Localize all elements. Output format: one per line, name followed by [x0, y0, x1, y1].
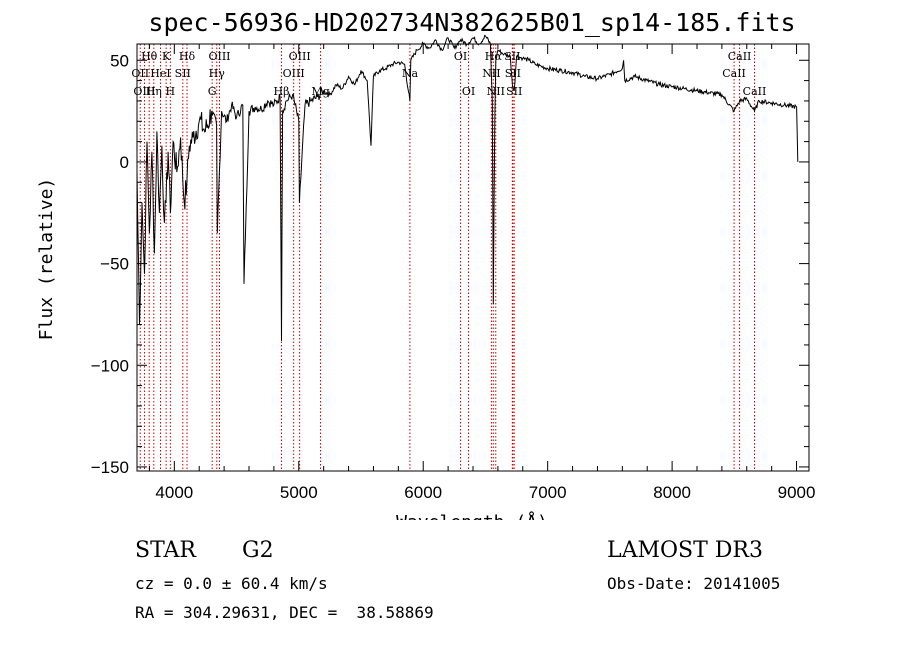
y-tick-label: 0: [120, 153, 129, 172]
line-marker-label: Hδ: [179, 50, 196, 63]
line-marker-label: Hβ: [274, 85, 290, 98]
object-class: STAR: [135, 538, 196, 563]
x-axis-label: Wavelength (Å): [396, 511, 548, 520]
y-tick-label: −150: [91, 458, 129, 477]
chart-title: spec-56936-HD202734N382625B01_sp14-185.f…: [148, 8, 795, 37]
y-tick-label: −100: [91, 356, 129, 375]
line-marker-label: CaII: [728, 50, 752, 63]
line-marker-label: OIII: [289, 50, 311, 63]
x-axis-ticks: 4000 5000 6000 7000 8000 9000: [148, 44, 816, 502]
y-axis-label: Flux (relative): [36, 178, 57, 341]
y-tick-label: 50: [110, 51, 129, 70]
line-marker-label: K: [162, 50, 171, 63]
plot-frame: [136, 43, 810, 472]
object-subclass: G2: [242, 538, 274, 563]
line-marker-label: CaII: [743, 85, 767, 98]
x-tick-label: 8000: [653, 483, 691, 502]
line-marker-label: OI: [454, 50, 467, 63]
redshift-cz: cz = 0.0 ± 60.4 km/s: [135, 574, 328, 593]
line-marker-label: OIII: [283, 67, 305, 80]
line-marker-label: H: [166, 85, 176, 98]
line-marker-label: HeI: [150, 67, 170, 80]
y-tick-label: −50: [100, 255, 129, 274]
line-marker-label: Hα: [485, 50, 503, 63]
line-marker-label: OI: [462, 85, 475, 98]
observation-date: Obs-Date: 20141005: [607, 574, 781, 593]
x-tick-label: 9000: [778, 483, 816, 502]
coordinates: RA = 304.29631, DEC = 38.58869: [135, 603, 434, 622]
line-marker-label: SII: [175, 67, 191, 80]
x-tick-label: 7000: [529, 483, 567, 502]
line-marker-label: CaII: [722, 67, 746, 80]
x-tick-label: 5000: [280, 483, 318, 502]
line-marker-label: Hγ: [209, 67, 226, 80]
line-marker-label: Hη: [146, 85, 162, 98]
line-marker-label: OIII: [133, 85, 155, 98]
line-markers: [139, 44, 755, 471]
survey-name: LAMOST DR3: [607, 538, 763, 563]
spectrum-chart: spec-56936-HD202734N382625B01_sp14-185.f…: [36, 8, 816, 520]
x-tick-label: 6000: [404, 483, 442, 502]
line-marker-labels: HθOIIOIIIHηHeIKHSIIHδGHγOIIIHβOIIIOIIIMg…: [131, 50, 766, 98]
line-marker-label: SII: [505, 67, 521, 80]
line-marker-label: SII: [506, 85, 522, 98]
x-tick-label: 4000: [155, 483, 193, 502]
spectrum-line: [136, 34, 799, 341]
line-marker-label: G: [208, 85, 217, 98]
line-marker-label: OIII: [208, 50, 230, 63]
y-axis-ticks: −150 −100 −50 0 50: [91, 51, 809, 477]
line-marker-label: Hθ: [141, 50, 158, 63]
line-marker-label: OII: [131, 67, 149, 80]
